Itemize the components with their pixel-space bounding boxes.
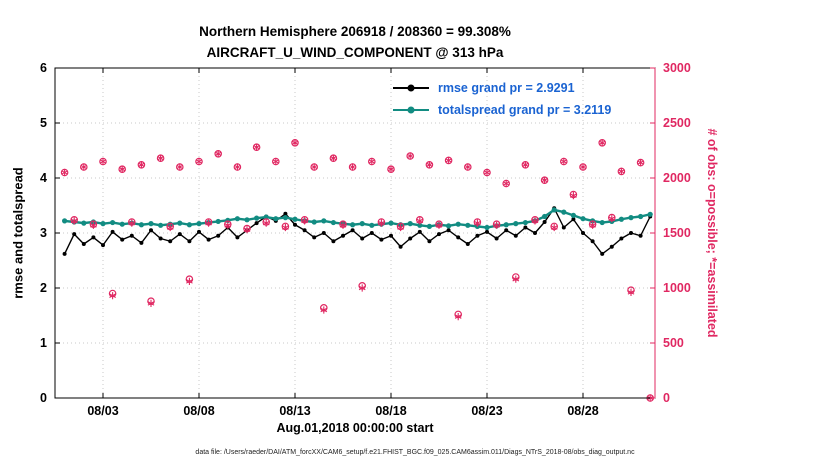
svg-text:3: 3 <box>40 226 47 240</box>
svg-text:6: 6 <box>40 61 47 75</box>
svg-text:0: 0 <box>663 391 670 405</box>
svg-text:3000: 3000 <box>663 61 691 75</box>
svg-text:0: 0 <box>40 391 47 405</box>
rmse-line-sample <box>393 84 429 91</box>
svg-text:2: 2 <box>40 281 47 295</box>
chart-title-line2: AIRCRAFT_U_WIND_COMPONENT @ 313 hPa <box>206 45 504 60</box>
x-axis-label: Aug.01,2018 00:00:00 start <box>276 421 434 435</box>
rmse-marker-dot <box>407 84 415 91</box>
svg-text:2500: 2500 <box>663 116 691 130</box>
svg-text:500: 500 <box>663 336 684 350</box>
legend-label-rmse: rmse grand pr = 2.9291 <box>438 80 575 95</box>
totalspread-marker-dot <box>407 106 415 113</box>
legend-entry-totalspread: totalspread grand pr = 3.2119 <box>393 102 611 117</box>
totalspread-line-sample <box>393 106 429 113</box>
tick-labels: 08/03 08/08 08/13 08/18 08/23 08/28 0 1 2 3 4 5 6 0 50… <box>40 61 691 418</box>
svg-text:08/23: 08/23 <box>471 404 502 418</box>
svg-text:08/18: 08/18 <box>375 404 406 418</box>
chart-title-line1: Northern Hemisphere 206918 / 208360 = 99… <box>199 24 511 39</box>
data-file-caption: data file: /Users/raeder/DAI/ATM_forcXX/… <box>195 449 635 456</box>
svg-text:5: 5 <box>40 116 47 130</box>
svg-text:08/13: 08/13 <box>279 404 310 418</box>
svg-text:08/28: 08/28 <box>567 404 598 418</box>
svg-text:08/08: 08/08 <box>183 404 214 418</box>
assimilated-obs-markers <box>61 139 654 402</box>
possible-obs-markers <box>60 139 655 402</box>
svg-text:4: 4 <box>40 171 47 185</box>
legend-label-totalspread: totalspread grand pr = 3.2119 <box>438 102 612 117</box>
y-axis-label-left: rmse and totalspread <box>10 167 26 299</box>
legend-entry-rmse: rmse grand pr = 2.9291 <box>393 80 611 95</box>
svg-text:08/03: 08/03 <box>87 404 118 418</box>
y-axis-label-right: # of obs: o=possible; *=assimilated <box>705 128 719 338</box>
legend: rmse grand pr = 2.9291 totalspread grand… <box>393 80 611 117</box>
tick-marks <box>55 67 655 399</box>
svg-text:1: 1 <box>40 336 47 350</box>
svg-text:1000: 1000 <box>663 281 691 295</box>
svg-text:2000: 2000 <box>663 171 691 185</box>
svg-text:1500: 1500 <box>663 226 691 240</box>
